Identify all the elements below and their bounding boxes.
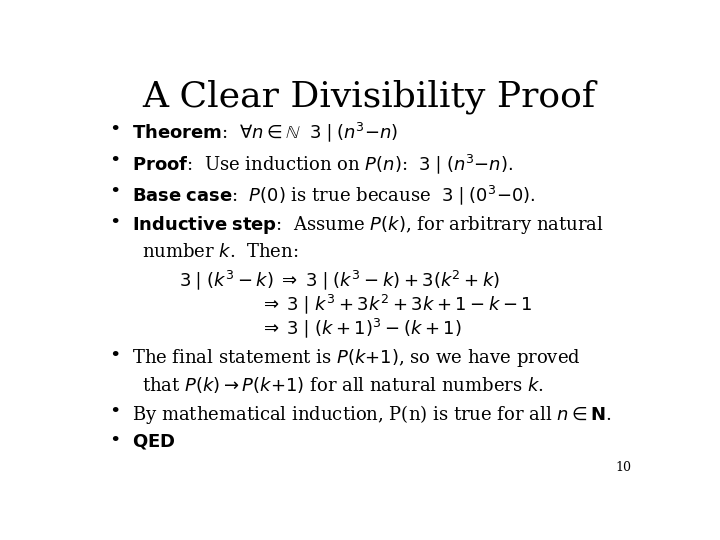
Text: By mathematical induction, P(n) is true for all $n{\in}\mathbf{N}$.: By mathematical induction, P(n) is true … bbox=[132, 403, 612, 426]
Text: 10: 10 bbox=[616, 461, 631, 474]
Text: •: • bbox=[109, 431, 121, 449]
Text: •: • bbox=[109, 183, 121, 201]
Text: •: • bbox=[109, 347, 121, 364]
Text: •: • bbox=[109, 403, 121, 421]
Text: $\mathbf{Theorem}$:  $\forall n{\in}\mathbb{N}\;$ $3\mid (n^3{-}n)$: $\mathbf{Theorem}$: $\forall n{\in}\math… bbox=[132, 121, 398, 145]
Text: number $k$.  Then:: number $k$. Then: bbox=[142, 243, 298, 261]
Text: $\mathbf{Base\;case}$:  $P(0)$ is true because  $3\mid(0^3{-}0).$: $\mathbf{Base\;case}$: $P(0)$ is true be… bbox=[132, 183, 535, 207]
Text: A Clear Divisibility Proof: A Clear Divisibility Proof bbox=[143, 79, 595, 114]
Text: $\Rightarrow\;3\mid (k+1)^3-(k+1)$: $\Rightarrow\;3\mid (k+1)^3-(k+1)$ bbox=[260, 317, 462, 340]
Text: •: • bbox=[109, 214, 121, 233]
Text: •: • bbox=[109, 121, 121, 139]
Text: $\mathbf{QED}$: $\mathbf{QED}$ bbox=[132, 431, 176, 450]
Text: that $P(k)\rightarrow P(k{+}1)$ for all natural numbers $k$.: that $P(k)\rightarrow P(k{+}1)$ for all … bbox=[142, 375, 544, 395]
Text: $\Rightarrow\;3\mid k^3+3k^2+3k+1-k-1$: $\Rightarrow\;3\mid k^3+3k^2+3k+1-k-1$ bbox=[260, 293, 533, 316]
Text: $\mathbf{Inductive\;step}$:  Assume $P(k)$, for arbitrary natural: $\mathbf{Inductive\;step}$: Assume $P(k)… bbox=[132, 214, 604, 237]
Text: $3\mid (k^3-k)\;\Rightarrow\;3\mid (k^3-k)+3(k^2+k)$: $3\mid (k^3-k)\;\Rightarrow\;3\mid (k^3-… bbox=[179, 268, 500, 292]
Text: The final statement is $P(k{+}1)$, so we have proved: The final statement is $P(k{+}1)$, so we… bbox=[132, 347, 580, 369]
Text: $\mathbf{Proof}$:  Use induction on $P(n)$:  $3\mid (n^3{-}n).$: $\mathbf{Proof}$: Use induction on $P(n)… bbox=[132, 152, 513, 176]
Text: •: • bbox=[109, 152, 121, 170]
